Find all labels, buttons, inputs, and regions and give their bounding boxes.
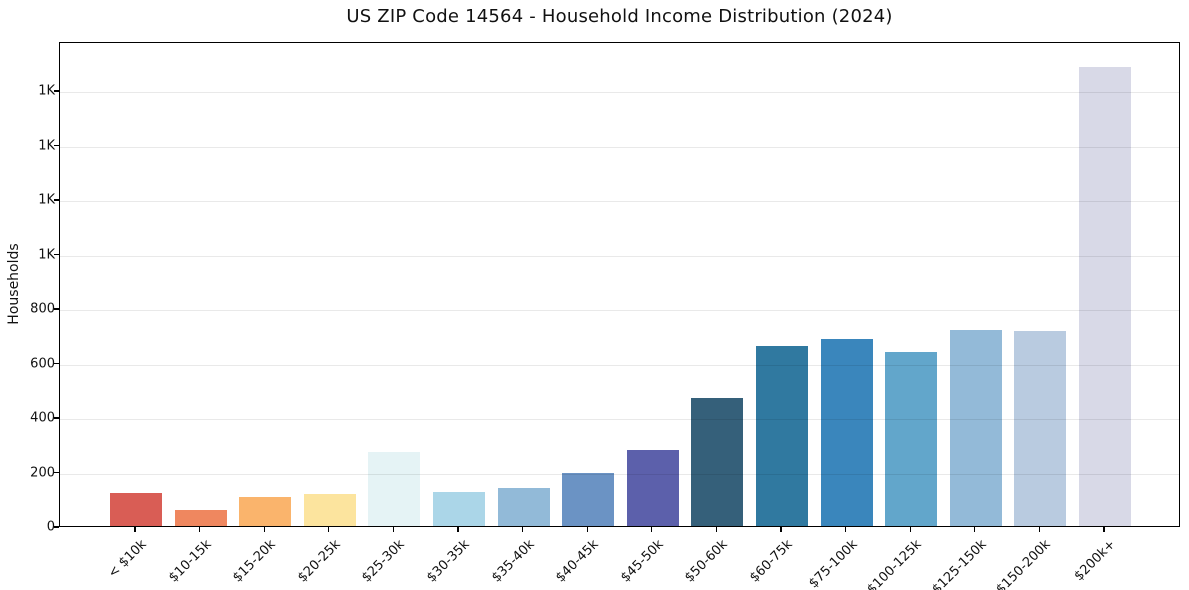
gridline [60,473,1179,475]
bar-150-200k [1014,331,1067,526]
x-tick-mark [974,527,976,532]
y-tick-label: 200 [30,465,55,480]
bar-40-45k [562,472,615,526]
x-tick-label: $30-35k [424,537,473,586]
x-tick-label: $100-125k [864,537,925,590]
x-tick-mark [651,527,653,532]
x-tick-label: $75-100k [805,537,861,590]
gridline [60,201,1179,203]
y-tick-mark [54,90,59,92]
x-tick-mark [586,527,588,532]
y-tick-mark [54,362,59,365]
y-tick-mark [54,417,59,419]
x-tick-label: $20-25k [294,537,344,586]
x-tick-label: $60-75k [747,537,796,586]
y-axis-label: Households [6,243,22,325]
bar-45-50k [626,449,679,526]
x-tick-mark [328,527,330,532]
y-tick-mark [54,471,59,474]
x-tick-mark [845,527,847,532]
y-tick-mark [54,144,59,147]
bar-25-30k [368,452,421,526]
gridline [60,146,1179,148]
x-tick-label: $40-45k [553,537,602,586]
bar-50-60k [691,397,744,526]
bar-10-15k [174,509,227,526]
x-tick-label: $35-40k [488,537,538,586]
y-tick-label: 400 [30,410,55,426]
bar-30-35k [433,491,485,526]
y-tick-label: 1K [38,192,55,208]
bar-125-150k [949,329,1002,526]
x-tick-mark [392,527,394,532]
y-tick-label: 1K [38,83,55,99]
x-tick-mark [134,527,136,532]
x-tick-mark [1103,527,1105,532]
y-tick-label: 600 [30,356,55,372]
x-tick-label: $125-150k [929,537,990,590]
y-tick-mark [54,526,59,528]
x-tick-mark [1038,527,1040,532]
y-tick-label: 0 [46,519,55,535]
bar-200k [1079,66,1131,526]
x-tick-label: $150-200k [993,537,1054,590]
bar-20-25k [303,493,356,526]
x-tick-mark [522,527,524,532]
gridline [60,255,1179,257]
gridline [60,419,1179,420]
x-tick-label: $15-20k [230,537,279,586]
x-tick-label: $45-50k [617,537,667,586]
bar-15-20k [239,497,292,526]
x-tick-label: $200k+ [1071,537,1119,585]
plot-area [59,42,1180,527]
x-tick-mark [715,527,717,532]
x-tick-mark [199,527,201,532]
bar-100-125k [885,351,938,526]
x-tick-label: $50-60k [682,537,731,586]
x-tick-label: $25-30k [359,537,408,586]
bar-10k [110,493,162,526]
gridline [60,92,1179,94]
x-tick-mark [909,527,911,532]
chart-title: US ZIP Code 14564 - Household Income Dis… [346,6,893,27]
bar-60-75k [756,346,808,526]
y-tick-mark [54,199,59,201]
y-tick-mark [54,253,59,256]
gridline [60,310,1179,312]
y-tick-mark [54,308,59,310]
bar-75-100k [820,339,873,526]
x-tick-mark [780,527,782,532]
gridline [60,364,1179,366]
y-tick-label: 800 [30,301,55,317]
y-tick-label: 1K [38,247,55,263]
bar-35-40k [497,487,550,526]
x-tick-label: < $10k [105,537,150,582]
x-tick-mark [457,527,459,532]
y-tick-label: 1K [38,138,55,154]
x-tick-label: $10-15k [165,537,215,586]
x-tick-mark [263,527,265,532]
